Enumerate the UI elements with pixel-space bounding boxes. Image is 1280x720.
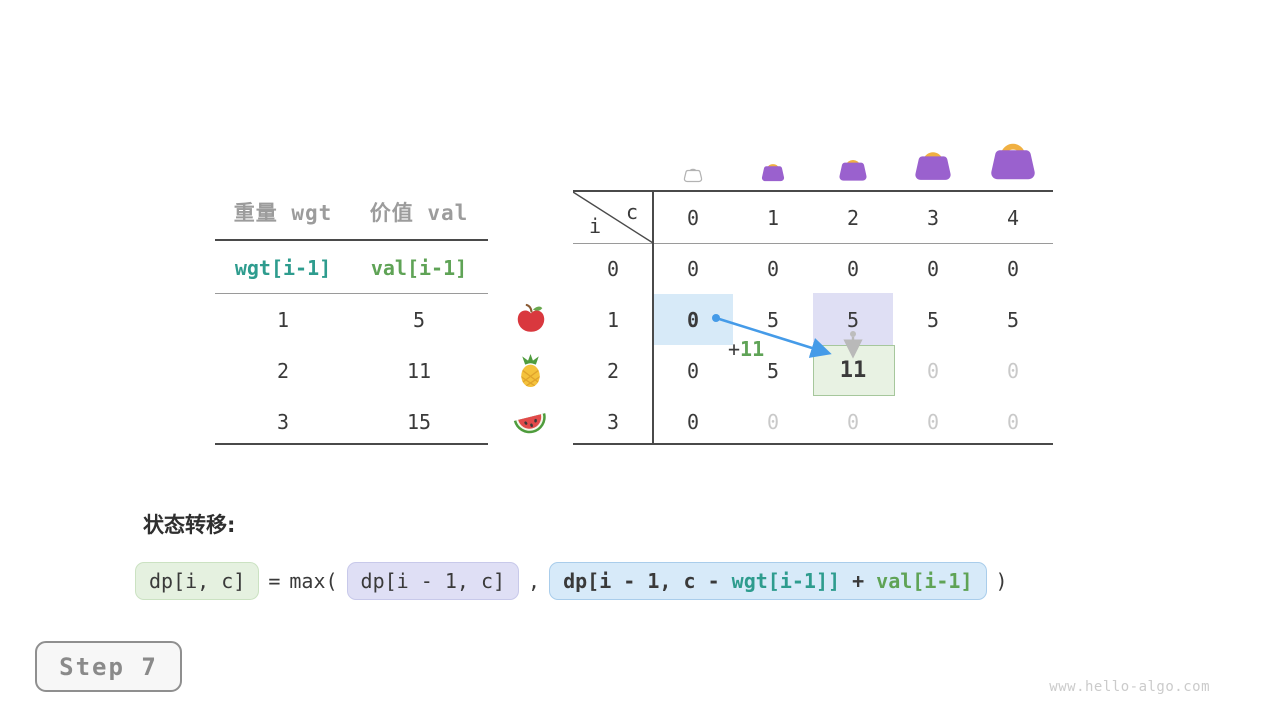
dp-col-header-row: 0 1 2 3 4 [653,192,1053,243]
value-column-header: 价值 val [369,200,469,225]
take-term-prefix: dp[i - 1, c - [563,569,732,593]
dp-cell-1-3: 5 [926,307,940,332]
formula-skip-term: dp[i - 1, c] [346,562,520,600]
corner-row-var: i [589,214,602,238]
take-term-val: val[i-1] [876,569,973,593]
item-row-3: 3 15 [215,396,487,447]
dp-col-header-4: 4 [1006,205,1020,230]
dp-cell-3-4: 0 [1006,409,1020,434]
item-1-weight: 1 [276,307,290,332]
added-value: 11 [740,337,765,361]
take-term-plus: + [840,569,877,593]
dp-row-header-2: 2 [606,358,620,383]
item-3-value: 15 [406,409,432,434]
item-1-value: 5 [412,307,426,332]
dp-table-bottom-border [573,443,1053,445]
dp-cell-3-3: 0 [926,409,940,434]
dp-cell-0-1: 0 [766,256,780,281]
dp-cell-1-0: 0 [686,307,700,332]
dp-col-header-2: 2 [846,205,860,230]
plus-sign: + [728,337,741,361]
formula-close-paren: ) [995,569,1008,593]
dp-cell-0-2: 0 [846,256,860,281]
pineapple-icon [513,353,548,389]
dp-cell-0-4: 0 [1006,256,1020,281]
formula-result-term: dp[i, c] [135,562,260,600]
item-2-value: 11 [406,358,432,383]
bag-empty-icon [683,162,703,183]
take-term-wgt: wgt[i-1]] [731,569,841,593]
formula-max-open: max( [289,569,338,593]
item-row-2: 2 11 [215,345,487,396]
weight-column-header: 重量 wgt [233,200,333,225]
dp-row-header-1: 1 [606,307,620,332]
watermark: www.hello-algo.com [1049,679,1210,695]
step-indicator: Step 7 [35,641,182,692]
bag-xlarge-icon [987,130,1039,183]
items-table-header-row: 重量 wgt 价值 val [215,189,487,234]
watermelon-icon [511,405,549,439]
corner-diagonal-line [573,192,653,243]
dp-cell-3-2: 0 [846,409,860,434]
dp-row-0: 0 0 0 0 0 0 [573,243,1053,294]
dp-cell-0-3: 0 [926,256,940,281]
formula-take-term: dp[i - 1, c - wgt[i-1]] + val[i-1] [549,562,987,600]
dp-cell-1-2: 5 [846,307,860,332]
bag-medium-icon [837,150,869,183]
bag-large-icon [912,140,954,183]
dp-table-top-border [573,190,1053,192]
wgt-index-label: wgt[i-1] [234,255,332,280]
dp-row-header-0: 0 [606,256,620,281]
formula-equals: = [268,569,281,593]
dp-col-header-0: 0 [686,205,700,230]
item-2-weight: 2 [276,358,290,383]
plus-value-annotation: + 11 [728,337,764,361]
formula-comma: , [528,569,541,593]
val-index-label: val[i-1] [370,255,468,280]
corner-col-var: c [626,200,639,224]
dp-row-header-3: 3 [606,409,620,434]
dp-cell-2-3: 0 [926,358,940,383]
dp-col-header-1: 1 [766,205,780,230]
items-table-index-divider [215,293,488,294]
dp-cell-2-1: 5 [766,358,780,383]
dp-cell-0-0: 0 [686,256,700,281]
dp-row-2: 2 0 5 11 0 0 [573,345,1053,396]
item-row-1: 1 5 [215,294,487,345]
dp-table-vertical-divider [652,191,654,445]
apple-icon [514,302,548,336]
items-table-header-divider [215,239,488,241]
dp-row-3: 3 0 0 0 0 0 [573,396,1053,447]
item-3-weight: 3 [276,409,290,434]
dp-cell-3-0: 0 [686,409,700,434]
state-transition-formula: dp[i, c] = max( dp[i - 1, c] , dp[i - 1,… [135,562,1008,600]
dp-col-header-3: 3 [926,205,940,230]
bag-small-icon [760,156,786,183]
dp-table-header-divider [573,243,1053,244]
dp-cell-2-0: 0 [686,358,700,383]
state-transition-label: 状态转移: [143,513,236,537]
dp-cell-3-1: 0 [766,409,780,434]
items-table-bottom-border [215,443,488,445]
dp-row-1: 1 0 5 5 5 5 [573,294,1053,345]
dp-cell-2-4: 0 [1006,358,1020,383]
items-table-index-row: wgt[i-1] val[i-1] [215,242,487,293]
dp-cell-2-2: 11 [839,358,867,383]
dp-cell-1-4: 5 [1006,307,1020,332]
